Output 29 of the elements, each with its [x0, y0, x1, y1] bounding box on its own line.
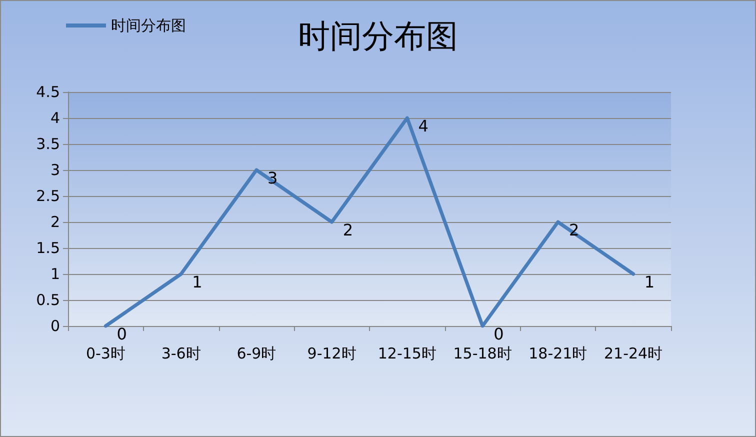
data-label: 2	[342, 220, 353, 240]
chart-title: 时间分布图	[298, 17, 458, 55]
x-tick-label: 21-24时	[604, 344, 663, 362]
y-tick-label: 1	[50, 265, 60, 283]
y-tick-label: 4	[50, 109, 60, 127]
x-tick-label: 3-6时	[161, 344, 201, 362]
y-tick-label: 4.5	[36, 83, 60, 101]
y-tick-label: 1.5	[36, 239, 60, 257]
data-label: 3	[267, 168, 278, 188]
x-tick-label: 12-15时	[378, 344, 436, 362]
y-tick-label: 2	[50, 213, 60, 231]
x-tick-label: 0-3时	[86, 344, 126, 362]
y-tick-label: 3	[50, 161, 60, 179]
y-tick-label: 2.5	[36, 187, 60, 205]
y-tick-label: 3.5	[36, 135, 60, 153]
data-label: 2	[568, 220, 580, 240]
data-label: 4	[418, 116, 428, 136]
x-tick-label: 9-12时	[307, 344, 356, 362]
x-tick-label: 15-18时	[453, 344, 512, 362]
y-tick-label: 0	[50, 317, 60, 335]
data-label: 1	[192, 272, 202, 292]
data-label: 0	[494, 324, 504, 344]
x-tick-label: 18-21时	[528, 344, 588, 362]
x-tick-label: 6-9时	[236, 344, 276, 362]
data-label: 1	[644, 272, 654, 292]
data-label: 0	[116, 324, 127, 344]
legend-label: 时间分布图	[111, 16, 186, 34]
line-series	[104, 116, 636, 328]
y-tick-label: 0.5	[36, 291, 60, 309]
